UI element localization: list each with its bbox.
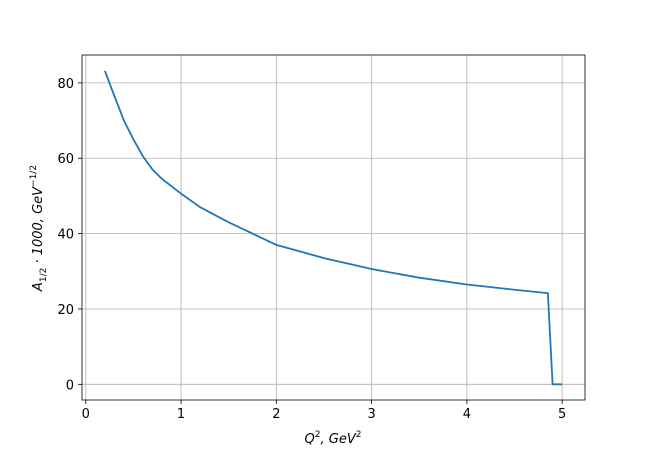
y-axis-label: A1/2 · 1000, GeV−1/2	[29, 165, 49, 292]
data-line	[104, 70, 563, 386]
x-tick-label: 0	[82, 407, 90, 422]
x-label-part: Q	[305, 432, 315, 447]
y-tick-label: 60	[57, 152, 74, 167]
plot-frame	[81, 54, 586, 401]
y-tick-label: 0	[66, 378, 74, 393]
x-axis-label: Q2, GeV2	[305, 430, 362, 447]
x-tick-label: 5	[558, 407, 566, 422]
x-label-part: 2	[315, 430, 321, 440]
y-tick-label: 20	[57, 303, 74, 318]
x-label-part: 2	[356, 430, 362, 440]
y-label-part: · 1000, GeV	[31, 186, 46, 268]
y-label-part: A	[31, 282, 46, 292]
x-tick-label: 4	[463, 407, 471, 422]
y-tick-label: 40	[57, 228, 74, 243]
x-tick-label: 3	[367, 407, 375, 422]
x-tick-label: 1	[177, 407, 185, 422]
x-tick-label: 2	[272, 407, 280, 422]
y-label-part: 1/2	[39, 268, 49, 282]
x-label-part: , GeV	[321, 432, 357, 447]
y-tick-label: 80	[57, 77, 74, 92]
y-label-part: −1/2	[29, 165, 39, 187]
